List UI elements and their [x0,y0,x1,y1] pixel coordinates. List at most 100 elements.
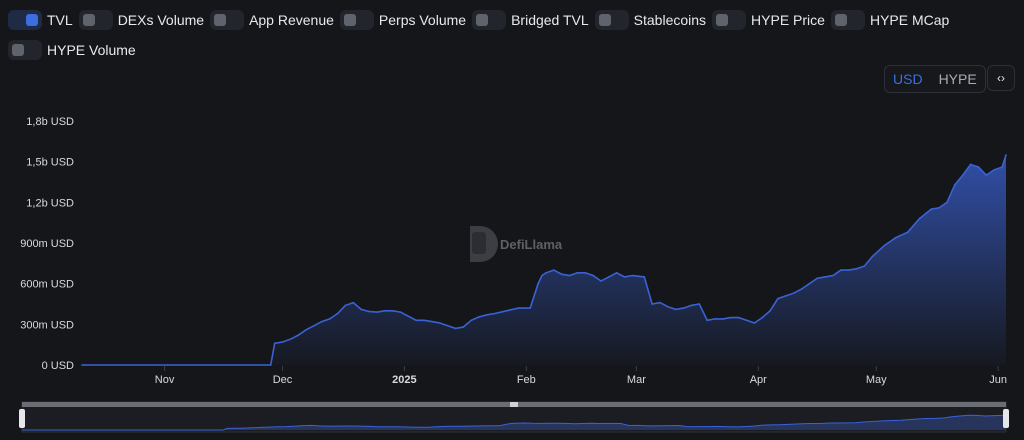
tvl-data-point [541,274,543,277]
x-tick-label: Mar [627,374,646,386]
tvl-data-point [545,272,547,274]
tvl-data-point [281,341,284,343]
y-tick-label: 1,8b USD [26,116,74,128]
y-tick-label: 0 USD [42,360,74,372]
toggle-switch[interactable] [78,10,113,30]
toggle-switch[interactable] [594,10,629,30]
tvl-data-point [832,274,834,277]
tvl-data-point [659,301,661,304]
metric-toggle-hype-price[interactable]: HYPE Price [712,8,825,32]
tvl-data-point [631,274,634,277]
defillama-watermark: DefiLlama [470,226,563,262]
llama-logo-inner [472,232,486,254]
tvl-data-point [824,276,826,278]
tvl-data-point [600,280,602,282]
tvl-data-point [560,273,563,275]
tvl-data-point [81,364,83,366]
range-slider-grip-icon[interactable] [510,402,518,407]
toggle-switch[interactable] [830,10,865,30]
toggle-knob [82,14,95,26]
tvl-data-point [584,272,587,274]
tvl-data-point [871,255,874,258]
x-tick-label: May [866,374,887,386]
toggle-label: TVL [47,12,73,28]
toggle-knob [343,14,356,26]
tvl-data-point [855,267,858,270]
range-slider-left-handle[interactable] [19,409,25,428]
x-tick-label: Dec [273,374,293,386]
tvl-data-point [847,269,850,271]
toggle-switch[interactable] [210,10,245,30]
tvl-data-point [537,282,539,285]
tvl-data-point [360,308,362,311]
tvl-data-point [344,304,347,307]
tvl-data-point [737,316,740,319]
toggle-knob [834,14,847,26]
tvl-data-point [722,318,724,320]
x-tick-label: Feb [517,374,536,386]
tvl-data-point [690,304,693,307]
metric-toggle-tvl[interactable]: TVL [8,8,73,32]
tvl-data-point [777,297,779,300]
range-slider-right-handle[interactable] [1003,409,1009,428]
tvl-data-point [439,322,441,324]
toggle-switch[interactable] [339,10,374,30]
toggle-knob [598,14,611,26]
tvl-data-point [840,269,842,271]
tvl-data-point [269,364,272,366]
tvl-data-point [486,314,488,316]
toggle-knob [26,14,38,26]
tvl-data-point [305,328,307,331]
tvl-data-point [753,322,756,324]
metric-toggle-stablecoins[interactable]: Stablecoins [594,8,707,32]
metric-toggles: TVL DEXs Volume App Revenue Perps Volume Bri… [8,8,1008,62]
tvl-data-point [336,312,339,315]
tvl-data-point [399,311,402,313]
tvl-data-point [883,244,885,247]
metric-toggle-hype-volume[interactable]: HYPE Volume [8,38,136,62]
toggle-switch[interactable] [472,10,507,30]
tvl-data-point [470,319,473,322]
range-slider-preview-area [22,414,1006,430]
tvl-data-point [478,316,480,318]
tvl-data-point [792,292,795,294]
tvl-data-point [297,334,300,336]
toggle-label: HYPE MCap [869,12,950,28]
toggle-switch[interactable] [8,40,42,60]
x-tick-label: 2025 [392,374,416,386]
tvl-data-point [674,308,677,311]
metric-toggle-app-revenue[interactable]: App Revenue [210,8,334,32]
tvl-data-point [1005,154,1007,156]
y-tick-label: 1,2b USD [26,197,74,209]
metric-toggle-hype-mcap[interactable]: HYPE MCap [830,8,950,32]
tvl-data-point [592,274,594,277]
tvl-data-point [863,265,866,267]
tvl-data-point [462,326,465,328]
tvl-data-point [273,342,276,345]
tvl-data-point [785,295,787,297]
tvl-data-point [423,319,425,322]
toggle-label: Stablecoins [633,12,707,28]
toggle-switch[interactable] [8,10,42,30]
tvl-data-point [682,307,685,309]
tvl-data-point [961,174,964,177]
embed-code-button[interactable]: ‹› [987,65,1015,91]
tvl-data-point [431,320,433,323]
tvl-data-point [643,276,646,278]
tvl-data-point [623,276,626,278]
tvl-data-point [529,307,532,309]
toggle-label: DEXs Volume [117,12,205,28]
metric-toggle-bridged-tvl[interactable]: Bridged TVL [472,8,589,32]
tvl-data-point [769,309,771,312]
tvl-data-point [651,303,653,305]
tvl-data-point [698,303,701,305]
denomination-usd-button[interactable]: USD [893,71,923,87]
metric-toggle-perps-volume[interactable]: Perps Volume [339,8,466,32]
toggle-switch[interactable] [712,10,747,30]
metric-toggle-dexs-volume[interactable]: DEXs Volume [78,8,205,32]
tvl-data-point [906,231,909,233]
tvl-data-point [985,174,988,177]
code-icon: ‹› [997,71,1005,85]
tvl-data-point [383,309,386,312]
denomination-hype-button[interactable]: HYPE [938,71,977,87]
